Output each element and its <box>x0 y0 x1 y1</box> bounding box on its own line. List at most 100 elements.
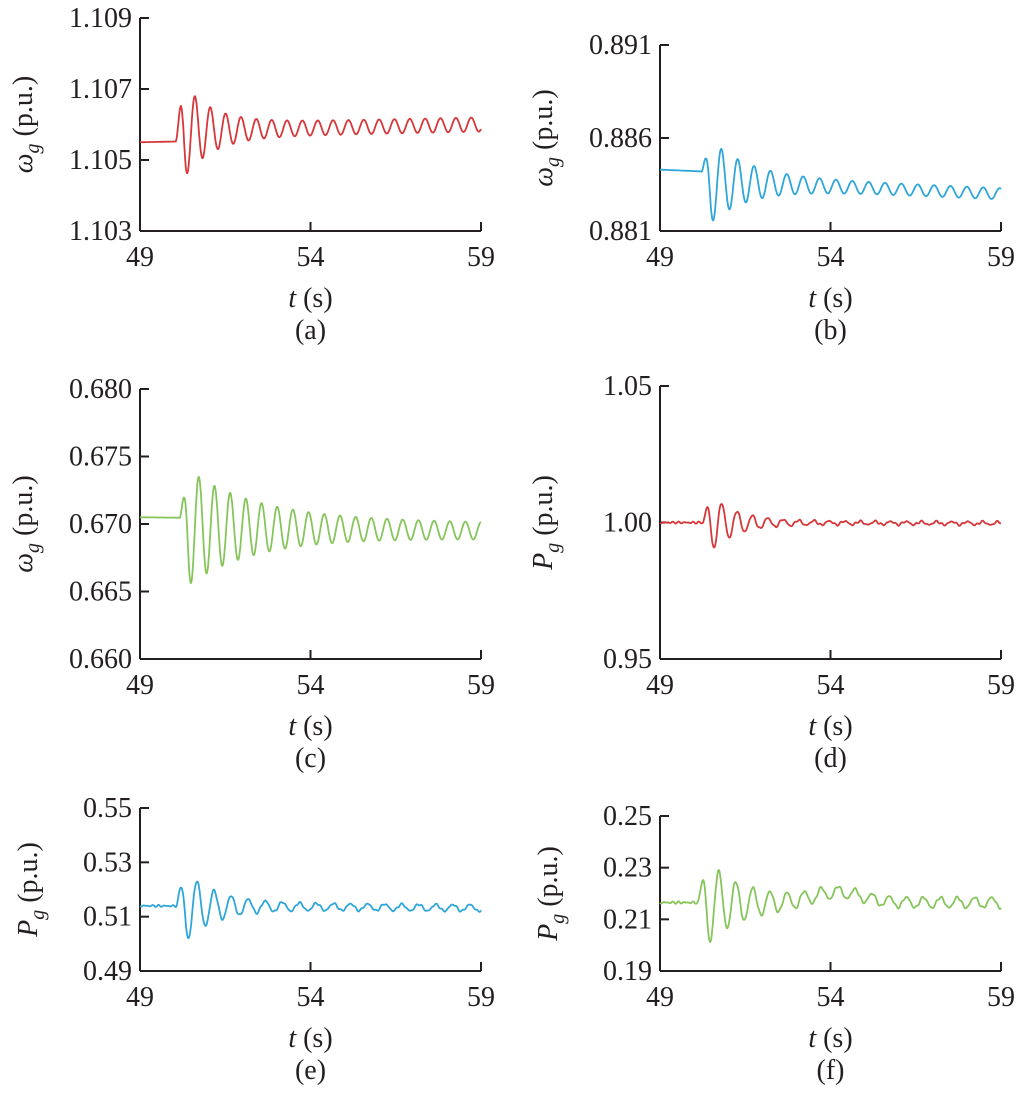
y-tick-label: 0.95 <box>603 644 652 675</box>
x-tick-label: 54 <box>297 242 325 273</box>
x-tick-label: 54 <box>817 242 845 273</box>
x-axis-label: t (s) <box>808 711 852 742</box>
x-axis-unit: (s) <box>296 711 333 742</box>
x-axis-symbol: t <box>808 711 817 742</box>
x-axis-label: t (s) <box>808 283 852 314</box>
series-line <box>139 95 482 175</box>
y-axis-label: ωg (p.u.) <box>528 89 564 186</box>
series-line <box>659 503 1002 549</box>
chart-panel-d: 0.95 1.00 1.05 49 54 59 t (s) Pg (p.u.) (d) <box>528 371 1015 774</box>
y-tick-label: 1.107 <box>69 74 132 105</box>
y-axis-unit: (p.u.) <box>8 76 39 144</box>
y-tick-label: 0.670 <box>69 509 132 540</box>
y-tick-label: 1.109 <box>69 3 132 34</box>
y-axis-symbol: P <box>533 924 564 942</box>
y-tick-label: 0.23 <box>603 853 652 884</box>
y-axis-unit: (p.u.) <box>528 89 559 157</box>
panel-caption: (b) <box>814 315 847 346</box>
y-tick-label: 0.55 <box>83 793 132 824</box>
y-tick-label: 0.49 <box>83 956 132 987</box>
y-axis-unit: (p.u.) <box>533 846 564 914</box>
x-tick-label: 49 <box>126 982 154 1013</box>
y-tick-label: 0.53 <box>83 847 132 878</box>
x-axis-label: t (s) <box>288 711 332 742</box>
x-axis-label: t (s) <box>288 1023 332 1054</box>
x-tick-label: 49 <box>646 242 674 273</box>
panel-caption: (e) <box>295 1055 326 1086</box>
x-axis-unit: (s) <box>816 711 853 742</box>
x-tick-label: 59 <box>987 242 1015 273</box>
series-line <box>139 475 482 584</box>
chart-panel-b: 0.881 0.886 0.891 49 54 59 t (s) ωg (p.u.) (b) <box>528 30 1015 346</box>
y-tick-label: 0.21 <box>603 904 652 935</box>
y-axis-subscript: g <box>27 910 49 920</box>
y-axis-symbol: P <box>528 553 559 571</box>
x-axis-symbol: t <box>288 711 297 742</box>
y-tick-label: 1.103 <box>69 216 132 247</box>
y-tick-label: 0.665 <box>69 577 132 608</box>
x-axis-symbol: t <box>288 1023 297 1054</box>
x-axis-unit: (s) <box>816 283 853 314</box>
y-axis-subscript: g <box>22 543 44 553</box>
y-axis-symbol: ω <box>8 153 39 173</box>
chart-panel-f: 0.19 0.21 0.23 0.25 49 54 59 t (s) Pg (p.u.) (f) <box>533 801 1015 1086</box>
y-tick-label: 1.105 <box>69 145 132 176</box>
y-axis-subscript: g <box>547 914 569 924</box>
x-tick-label: 59 <box>467 670 495 701</box>
y-tick-label: 0.891 <box>589 30 652 61</box>
x-axis-unit: (s) <box>296 1023 333 1054</box>
y-tick-label: 1.05 <box>603 371 652 402</box>
y-tick-label: 0.675 <box>69 442 132 473</box>
x-tick-label: 54 <box>817 670 845 701</box>
y-axis-label: Pg (p.u.) <box>533 846 569 942</box>
y-axis-unit: (p.u.) <box>8 475 39 543</box>
series-line <box>139 880 482 939</box>
x-tick-label: 59 <box>987 670 1015 701</box>
y-axis-subscript: g <box>22 143 44 153</box>
x-axis-unit: (s) <box>816 1023 853 1054</box>
y-tick-label: 1.00 <box>603 508 652 539</box>
x-tick-label: 54 <box>297 982 325 1013</box>
x-axis-label: t (s) <box>808 1023 852 1054</box>
y-axis-label: Pg (p.u.) <box>13 842 49 938</box>
x-tick-label: 49 <box>646 982 674 1013</box>
panel-caption: (a) <box>295 315 326 346</box>
x-axis-label: t (s) <box>288 283 332 314</box>
x-tick-label: 59 <box>987 982 1015 1013</box>
x-tick-label: 49 <box>126 242 154 273</box>
y-axis-symbol: ω <box>528 167 559 187</box>
y-tick-label: 0.51 <box>83 902 132 933</box>
series-line <box>659 147 1002 222</box>
y-axis-label: ωg (p.u.) <box>8 76 44 173</box>
chart-panel-e: 0.49 0.51 0.53 0.55 49 54 59 t (s) Pg (p.u.) (e) <box>13 793 495 1086</box>
x-tick-label: 54 <box>297 670 325 701</box>
panel-caption: (c) <box>295 743 326 774</box>
y-axis-unit: (p.u.) <box>13 842 44 910</box>
y-axis-symbol: ω <box>8 553 39 573</box>
x-tick-label: 49 <box>646 670 674 701</box>
x-tick-label: 59 <box>467 242 495 273</box>
y-tick-label: 0.25 <box>603 801 652 832</box>
chart-panel-a: 1.103 1.105 1.107 1.109 49 54 59 t (s) ωg (p.u.)… <box>8 3 495 346</box>
x-axis-symbol: t <box>808 1023 817 1054</box>
y-tick-label: 0.19 <box>603 956 652 987</box>
x-axis-symbol: t <box>808 283 817 314</box>
y-axis-subscript: g <box>542 157 564 167</box>
x-axis-symbol: t <box>288 283 297 314</box>
y-tick-label: 0.680 <box>69 374 132 405</box>
y-axis-label: ωg (p.u.) <box>8 475 44 572</box>
x-tick-label: 59 <box>467 982 495 1013</box>
x-axis-unit: (s) <box>296 283 333 314</box>
x-tick-label: 54 <box>817 982 845 1013</box>
x-tick-label: 49 <box>126 670 154 701</box>
panel-caption: (d) <box>814 743 847 774</box>
panel-caption: (f) <box>817 1055 845 1086</box>
y-axis-symbol: P <box>13 920 44 938</box>
chart-panel-c: 0.660 0.665 0.670 0.675 0.680 49 54 59 t (s) ωg (… <box>8 374 495 774</box>
y-tick-label: 0.881 <box>589 216 652 247</box>
y-tick-label: 0.660 <box>69 644 132 675</box>
series-line <box>659 869 1002 943</box>
y-axis-unit: (p.u.) <box>528 475 559 543</box>
y-axis-subscript: g <box>542 543 564 553</box>
